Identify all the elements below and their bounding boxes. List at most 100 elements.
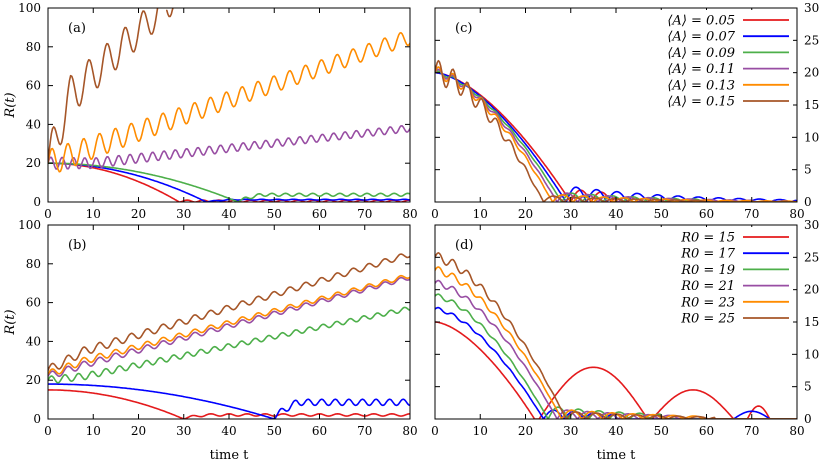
x-tick-label: 20 bbox=[518, 424, 533, 438]
x-tick-label: 50 bbox=[267, 207, 282, 221]
legend-label: ⟨A⟩ = 0.15 bbox=[667, 95, 735, 110]
y-tick-label: 40 bbox=[26, 117, 41, 131]
y-tick-label: 0 bbox=[804, 195, 812, 209]
x-tick-label: 40 bbox=[221, 207, 236, 221]
y-tick-label: 60 bbox=[26, 296, 41, 310]
x-tick-label: 80 bbox=[402, 207, 417, 221]
x-axis-label: time t bbox=[210, 448, 250, 463]
x-tick-label: 60 bbox=[312, 207, 327, 221]
x-tick-label: 80 bbox=[789, 424, 804, 438]
legend-label: ⟨A⟩ = 0.11 bbox=[667, 62, 735, 77]
y-tick-label: 100 bbox=[18, 1, 41, 15]
y-tick-label: 0 bbox=[33, 195, 41, 209]
y-tick-label: 25 bbox=[804, 250, 819, 264]
x-tick-label: 0 bbox=[431, 424, 439, 438]
series-line-c-2 bbox=[435, 71, 797, 202]
legend-background bbox=[637, 227, 793, 329]
series-line-a-4 bbox=[48, 125, 410, 170]
y-tick-label: 0 bbox=[804, 412, 812, 426]
series-line-d-1 bbox=[435, 321, 797, 419]
y-tick-label: 100 bbox=[18, 218, 41, 232]
panel-a: 0 10 20 30 40 50 60 70 80 0 20 40 60 80 100 (a) R(t) bbox=[3, 1, 418, 221]
y-axis-label: R(t) bbox=[3, 309, 18, 335]
plot-frame bbox=[47, 7, 411, 203]
x-tick-label: 0 bbox=[44, 424, 52, 438]
y-tick-label: 20 bbox=[26, 156, 41, 170]
legend-label: ⟨A⟩ = 0.07 bbox=[667, 30, 735, 45]
y-tick-label: 5 bbox=[804, 163, 812, 177]
x-tick-label: 30 bbox=[563, 424, 578, 438]
series-line-c-3 bbox=[435, 70, 797, 202]
x-tick-label: 70 bbox=[744, 424, 759, 438]
x-tick-label: 20 bbox=[131, 424, 146, 438]
series-line-b-5 bbox=[48, 274, 410, 376]
panel-label: (d) bbox=[455, 238, 473, 253]
x-tick-label: 30 bbox=[563, 207, 578, 221]
y-tick-label: 40 bbox=[26, 334, 41, 348]
series-line-d-3 bbox=[435, 293, 797, 419]
y-tick-label: 10 bbox=[804, 130, 819, 144]
y-tick-label: 25 bbox=[804, 33, 819, 47]
y-tick-label: 20 bbox=[804, 283, 819, 297]
panel-b: 0 10 20 30 40 50 60 70 80 0 20 40 60 80 100 (b) R(t) time… bbox=[3, 218, 418, 463]
x-tick-label: 60 bbox=[312, 424, 327, 438]
series-group bbox=[48, 253, 410, 419]
series-line-d-2 bbox=[435, 306, 797, 419]
y-tick-label: 30 bbox=[804, 1, 819, 15]
legend: ⟨A⟩ = 0.05⟨A⟩ = 0.07⟨A⟩ = 0.09⟨A⟩ = 0.11… bbox=[637, 10, 793, 112]
x-tick-label: 40 bbox=[221, 424, 236, 438]
x-tick-label: 10 bbox=[86, 424, 101, 438]
y-tick-label: 10 bbox=[804, 347, 819, 361]
x-tick-label: 50 bbox=[654, 424, 669, 438]
series-line-b-6 bbox=[48, 253, 410, 372]
x-tick-label: 80 bbox=[789, 207, 804, 221]
x-tick-label: 0 bbox=[44, 207, 52, 221]
y-tick-label: 0 bbox=[33, 412, 41, 426]
x-tick-label: 40 bbox=[608, 207, 623, 221]
y-tick-label: 5 bbox=[804, 380, 812, 394]
panel-label: (a) bbox=[68, 21, 86, 36]
panel-label: (c) bbox=[455, 21, 472, 36]
x-tick-label: 70 bbox=[744, 207, 759, 221]
series-line-a-6 bbox=[48, 8, 159, 164]
y-tick-label: 80 bbox=[26, 257, 41, 271]
x-tick-label: 50 bbox=[267, 424, 282, 438]
y-tick-label: 20 bbox=[804, 66, 819, 80]
x-tick-label: 10 bbox=[473, 424, 488, 438]
series-line-b-4 bbox=[48, 276, 410, 378]
series-line-a-5 bbox=[48, 31, 410, 173]
legend-label: R0 = 23 bbox=[680, 295, 735, 310]
x-tick-label: 80 bbox=[402, 424, 417, 438]
series-line-b-1 bbox=[48, 389, 410, 419]
series-line-b-2 bbox=[48, 383, 410, 419]
panel-label: (b) bbox=[68, 238, 86, 253]
x-tick-label: 30 bbox=[176, 207, 191, 221]
series-line-a-6 bbox=[166, 8, 174, 18]
x-tick-label: 10 bbox=[86, 207, 101, 221]
legend-background bbox=[637, 10, 793, 112]
x-tick-label: 50 bbox=[654, 207, 669, 221]
x-tick-label: 40 bbox=[608, 424, 623, 438]
x-tick-label: 20 bbox=[131, 207, 146, 221]
y-tick-label: 15 bbox=[804, 98, 819, 112]
legend-label: ⟨A⟩ = 0.13 bbox=[667, 78, 735, 93]
x-tick-label: 20 bbox=[518, 207, 533, 221]
y-tick-label: 20 bbox=[26, 373, 41, 387]
legend-label: ⟨A⟩ = 0.09 bbox=[667, 46, 735, 61]
legend-label: R0 = 19 bbox=[680, 263, 735, 278]
x-tick-label: 0 bbox=[431, 207, 439, 221]
x-tick-label: 30 bbox=[176, 424, 191, 438]
series-line-b-3 bbox=[48, 306, 410, 384]
x-tick-label: 70 bbox=[357, 424, 372, 438]
legend-label: ⟨A⟩ = 0.05 bbox=[667, 14, 735, 29]
x-axis-label: time t bbox=[597, 448, 637, 463]
y-tick-label: 60 bbox=[26, 79, 41, 93]
legend-label: R0 = 15 bbox=[680, 231, 735, 246]
legend-label: R0 = 17 bbox=[680, 247, 735, 262]
series-group bbox=[48, 8, 410, 202]
x-tick-label: 60 bbox=[699, 424, 714, 438]
